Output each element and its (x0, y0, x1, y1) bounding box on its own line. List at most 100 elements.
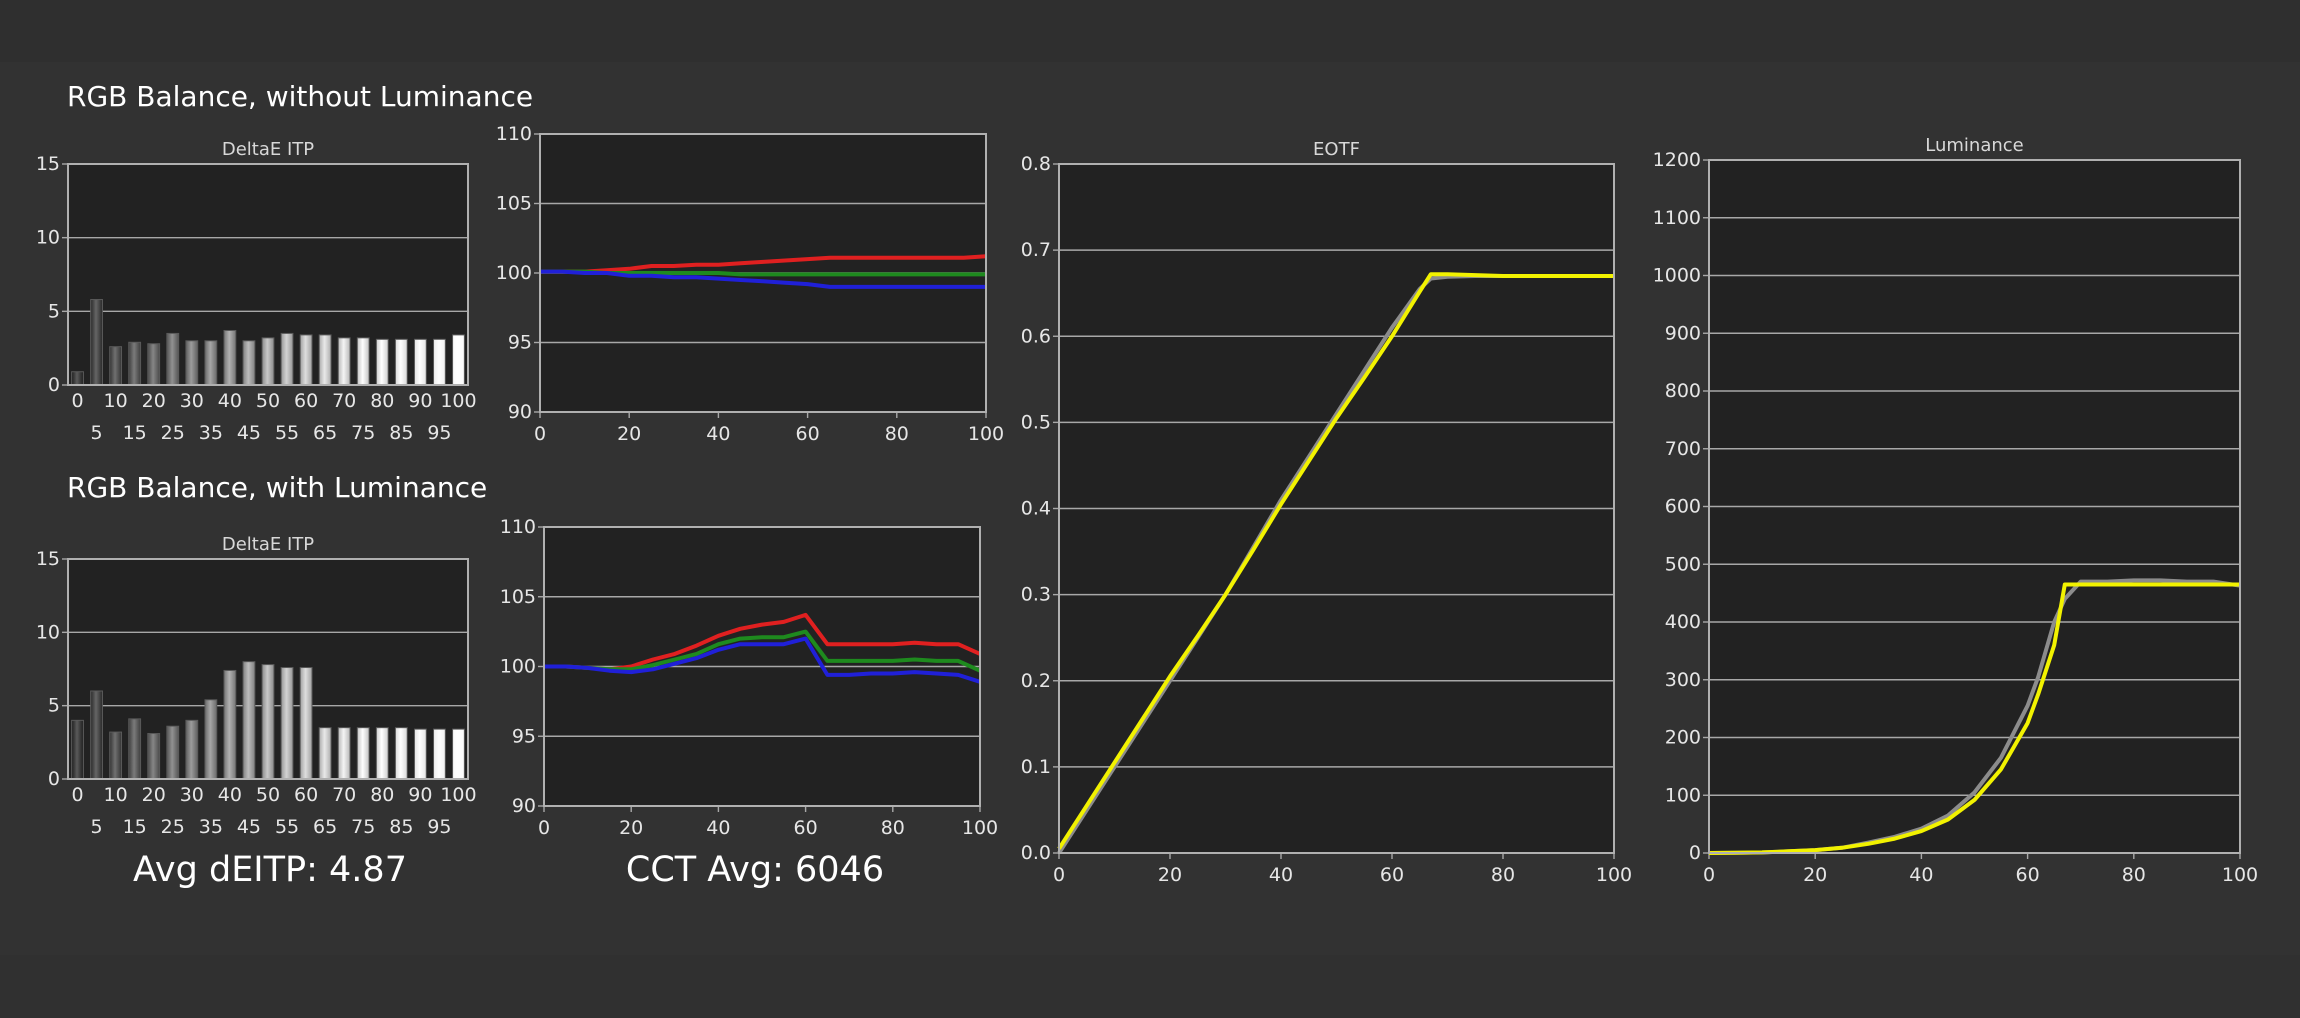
y-tick-label: 15 (36, 548, 60, 570)
series-measured (1708, 582, 2240, 855)
y-tick-label: 90 (512, 795, 536, 817)
bar-95 (433, 338, 446, 386)
y-tick-label: 0 (48, 374, 60, 396)
x-tick-label: 80 (1491, 864, 1515, 886)
x-tick-label: 80 (370, 390, 394, 412)
x-tick-label: 5 (91, 816, 103, 838)
x-tick-label: 55 (275, 816, 299, 838)
bar-25 (166, 725, 180, 780)
bar-35 (204, 699, 218, 780)
bar-50 (261, 337, 275, 386)
y-tick-label: 1000 (1653, 265, 1701, 287)
bar-60 (299, 667, 313, 780)
x-tick-label: 25 (161, 816, 185, 838)
bar-70 (337, 337, 351, 386)
x-tick-label: 0 (71, 784, 83, 806)
y-tick-label: 600 (1665, 496, 1701, 518)
y-tick-label: 100 (500, 656, 536, 678)
x-tick-label: 0 (538, 817, 550, 839)
y-tick-label: 15 (36, 153, 60, 175)
x-tick-label: 20 (617, 423, 641, 445)
x-tick-label: 75 (351, 422, 375, 444)
bar-75 (356, 727, 370, 780)
bar-85 (394, 727, 408, 780)
x-tick-label: 5 (91, 422, 103, 444)
series-blue (540, 269, 986, 289)
bar-55 (280, 667, 294, 780)
y-tick-label: 1200 (1653, 149, 1701, 171)
x-tick-label: 10 (104, 390, 128, 412)
chart-title: Luminance (1925, 135, 2023, 156)
y-tick-label: 10 (36, 621, 60, 643)
x-tick-label: 40 (1269, 864, 1293, 886)
x-tick-label: 60 (294, 390, 318, 412)
y-tick-label: 110 (496, 123, 532, 145)
y-tick-label: 110 (500, 516, 536, 538)
x-tick-label: 0 (71, 390, 83, 412)
x-tick-label: 75 (351, 816, 375, 838)
x-tick-label: 60 (796, 423, 820, 445)
y-tick-label: 0.1 (1021, 756, 1051, 778)
y-tick-label: 100 (1665, 784, 1701, 806)
chart-title: DeltaE ITP (222, 139, 314, 160)
x-tick-label: 15 (123, 422, 147, 444)
x-tick-label: 80 (885, 423, 909, 445)
y-tick-label: 0.5 (1021, 411, 1051, 433)
bar-15 (128, 718, 142, 780)
series-red (540, 254, 987, 274)
plot-frame (67, 163, 469, 386)
bar-90 (413, 728, 427, 780)
x-tick-label: 50 (256, 390, 280, 412)
x-tick-label: 65 (313, 422, 337, 444)
chart-rgb-top: 90 95 100 105 110 0 20 40 60 80 100 (496, 123, 1004, 445)
y-tick-label: 0.4 (1021, 498, 1051, 520)
bar-15 (128, 341, 142, 386)
x-tick-label: 80 (2122, 864, 2146, 886)
bar-45 (242, 340, 256, 386)
y-tick-label: 0.6 (1021, 325, 1051, 347)
bar-70 (337, 727, 351, 780)
bar-50 (261, 664, 275, 780)
y-tick-label: 0.0 (1021, 842, 1051, 864)
bar-25 (166, 332, 180, 386)
x-tick-label: 40 (1909, 864, 1933, 886)
chart-title: DeltaE ITP (222, 534, 314, 555)
x-tick-label: 80 (881, 817, 905, 839)
top-band (0, 0, 2300, 62)
x-tick-label: 0 (1703, 864, 1715, 886)
y-tick-label: 0.8 (1021, 153, 1051, 175)
x-tick-label: 100 (2222, 864, 2258, 886)
x-tick-label: 95 (427, 422, 451, 444)
x-tick-label: 60 (2016, 864, 2040, 886)
x-tick-label: 25 (161, 422, 185, 444)
x-tick-label: 65 (313, 816, 337, 838)
y-tick-label: 5 (48, 300, 60, 322)
x-tick-label: 95 (427, 816, 451, 838)
x-tick-label: 100 (968, 423, 1004, 445)
x-tick-label: 100 (440, 784, 476, 806)
plot-frame (67, 558, 469, 780)
bar-100 (452, 728, 465, 780)
y-tick-label: 95 (508, 332, 532, 354)
y-tick-label: 800 (1665, 380, 1701, 402)
x-tick-label: 45 (237, 816, 261, 838)
x-tick-label: 70 (332, 784, 356, 806)
x-tick-label: 20 (1158, 864, 1182, 886)
bar-20 (147, 343, 161, 386)
avg-deitp-label: Avg dEITP: 4.87 (133, 850, 407, 890)
x-tick-label: 100 (1596, 864, 1632, 886)
y-tick-label: 95 (512, 725, 536, 747)
y-tick-label: 10 (36, 227, 60, 249)
bar-65 (318, 334, 332, 386)
bar-10 (109, 731, 123, 780)
y-tick-label: 500 (1665, 553, 1701, 575)
bar-95 (433, 728, 446, 780)
bar-80 (375, 727, 389, 780)
bar-40 (223, 329, 237, 386)
chart-deltae-top: DeltaE ITP051015051015202530354045505560… (36, 139, 477, 444)
bar-65 (318, 727, 332, 780)
x-tick-label: 30 (180, 784, 204, 806)
x-tick-label: 40 (706, 817, 730, 839)
x-tick-label: 30 (180, 390, 204, 412)
